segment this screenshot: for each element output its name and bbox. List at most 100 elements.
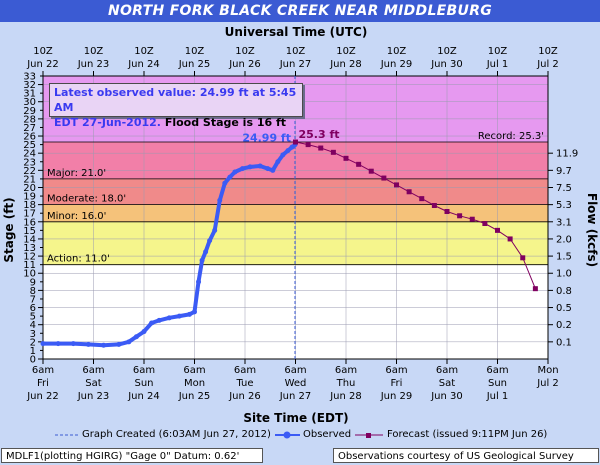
- y-tick-label: 11: [23, 260, 36, 271]
- observed-point: [285, 148, 291, 154]
- forecast-point: [507, 236, 513, 242]
- forecast-point: [381, 175, 387, 181]
- forecast-point: [293, 139, 298, 145]
- bottom-axis-title: Site Time (EDT): [243, 411, 348, 425]
- flood-stage-note: Flood Stage is 16 ft: [164, 116, 287, 129]
- forecast-point: [457, 213, 463, 219]
- forecast-point: [520, 255, 526, 261]
- y-tick-label: 16: [23, 217, 36, 228]
- forecast-point: [356, 161, 362, 167]
- forecast-point: [469, 216, 475, 222]
- y-tick-label: 18: [23, 200, 36, 211]
- forecast-point: [330, 149, 336, 155]
- x-tick-date: Jun 22: [26, 391, 59, 402]
- observed-point: [203, 249, 209, 255]
- x-tick-time: 6am: [183, 365, 205, 376]
- flow-tick-label: 3.1: [556, 217, 572, 228]
- observed-point: [212, 227, 218, 233]
- observed-point: [265, 166, 271, 172]
- y-tick-label: 1: [30, 346, 36, 357]
- hydrograph-chart: Universal Time (UTC) Site Time (EDT) Sta…: [2, 25, 599, 425]
- observed-point: [156, 317, 162, 323]
- x-tick-day: Sat: [439, 378, 455, 389]
- top-tick-date: Jun 25: [178, 59, 211, 70]
- x-tick-time: 6am: [284, 365, 306, 376]
- x-tick-time: 6am: [385, 365, 407, 376]
- source-footer: Observations courtesy of US Geological S…: [333, 448, 599, 463]
- y-tick-label: 32: [23, 80, 36, 91]
- flow-tick-label: 1.0: [556, 269, 572, 280]
- observed-point: [55, 341, 61, 347]
- x-tick-day: Thu: [336, 378, 356, 389]
- legend-forecast-marker: [366, 433, 371, 438]
- flow-tick-label: 0.5: [556, 303, 572, 314]
- top-tick-time: 10Z: [33, 46, 53, 57]
- right-axis-title: Flow (kcfs): [585, 193, 599, 267]
- top-tick-time: 10Z: [488, 46, 508, 57]
- observed-point: [85, 341, 91, 347]
- observed-point: [141, 329, 147, 335]
- x-tick-date: Jun 27: [279, 391, 312, 402]
- observed-point: [70, 341, 76, 347]
- observed-point: [257, 163, 263, 169]
- x-tick-date: Jun 29: [380, 391, 413, 402]
- observed-point: [176, 313, 182, 319]
- observed-point: [166, 315, 172, 321]
- band-label-major: Major: 21.0': [47, 168, 106, 179]
- forecast-point: [343, 155, 349, 161]
- observed-point: [101, 342, 107, 348]
- x-tick-day: Sun: [488, 378, 507, 389]
- observed-point: [186, 311, 192, 317]
- x-tick-time: 6am: [335, 365, 357, 376]
- observed-point: [227, 174, 233, 180]
- forecast-point: [406, 189, 412, 195]
- x-tick-time: 6am: [436, 365, 458, 376]
- x-tick-day: Fri: [391, 378, 403, 389]
- y-tick-label: 15: [23, 226, 36, 237]
- x-tick-day: Tue: [235, 378, 253, 389]
- top-tick-date: Jun 26: [228, 59, 261, 70]
- top-tick-date: Jun 28: [329, 59, 362, 70]
- x-tick-day: Sun: [134, 378, 153, 389]
- observed-point: [126, 339, 132, 345]
- y-tick-label: 28: [23, 114, 36, 125]
- observed-point: [196, 279, 202, 285]
- x-tick-date: Jun 23: [77, 391, 110, 402]
- flow-tick-label: 5.3: [556, 200, 572, 211]
- top-tick-date: Jul 2: [536, 59, 559, 70]
- latest-observed-date: EDT 27-Jun-2012.: [54, 116, 161, 129]
- forecast-peak-label: 25.3 ft: [299, 128, 340, 141]
- observed-point: [247, 164, 253, 170]
- forecast-point: [495, 227, 500, 233]
- x-tick-day: Jul 2: [536, 378, 559, 389]
- flow-tick-label: 11.9: [556, 149, 578, 160]
- y-tick-label: 13: [23, 243, 36, 254]
- forecast-point: [419, 196, 425, 202]
- observed-latest-label: 24.99 ft: [242, 132, 291, 145]
- top-tick-time: 10Z: [286, 46, 306, 57]
- latest-observation-box: Latest observed value: 24.99 ft at 5:45 …: [49, 83, 303, 129]
- top-tick-date: Jun 23: [77, 59, 110, 70]
- observed-point: [217, 197, 223, 203]
- observed-point: [275, 159, 281, 165]
- y-tick-label: 24: [23, 149, 36, 160]
- x-tick-date: Jun 26: [228, 391, 261, 402]
- x-tick-time: 6am: [32, 365, 54, 376]
- x-tick-time: 6am: [133, 365, 155, 376]
- x-tick-time: 6am: [486, 365, 508, 376]
- flow-tick-label: 0.1: [556, 337, 572, 348]
- datum-footer: MDLF1(plotting HGIRG) "Gage 0" Datum: 0.…: [1, 448, 263, 463]
- x-tick-day: Sat: [85, 378, 101, 389]
- top-tick-time: 10Z: [84, 46, 104, 57]
- y-tick-label: 9: [30, 277, 36, 288]
- observed-point: [133, 334, 139, 340]
- band-label-action: Action: 11.0': [47, 254, 110, 265]
- observed-point: [232, 169, 238, 175]
- legend-graph-created: Graph Created (6:03AM Jun 27, 2012): [82, 429, 271, 440]
- observed-point: [40, 341, 46, 347]
- x-tick-day: Mon: [184, 378, 205, 389]
- top-tick-date: Jun 27: [279, 59, 312, 70]
- legend-observed: Observed: [303, 429, 352, 440]
- legend-forecast: Forecast (issued 9:11PM Jun 26): [387, 429, 548, 440]
- y-tick-label: 31: [23, 89, 36, 100]
